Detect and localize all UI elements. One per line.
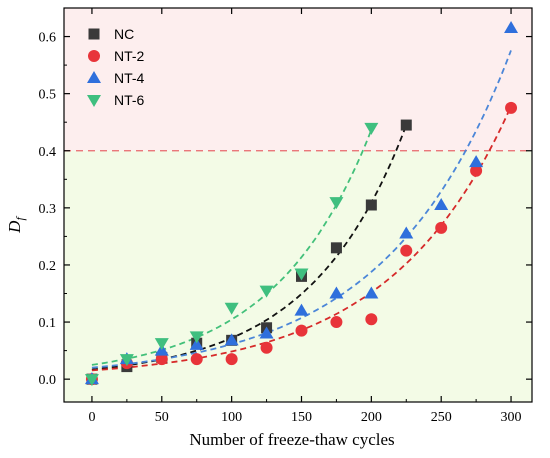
data-point-nt-2 xyxy=(400,244,413,257)
data-point-nt-2 xyxy=(330,316,343,329)
data-point-nt-2 xyxy=(435,221,448,234)
x-tick-label: 0 xyxy=(88,410,95,425)
data-point-nt-2 xyxy=(295,324,308,337)
data-point-nt-2 xyxy=(260,341,273,354)
y-tick-label: 0.0 xyxy=(39,373,57,388)
data-point-nt-4 xyxy=(364,286,379,299)
y-tick-label: 0.2 xyxy=(39,259,57,274)
y-axis-label-main: D xyxy=(5,220,24,234)
x-tick-label: 150 xyxy=(291,410,312,425)
x-tick-label: 50 xyxy=(155,410,169,425)
data-point-nt-6 xyxy=(84,374,99,387)
y-tick-label: 0.1 xyxy=(39,316,57,331)
data-point-nt-2 xyxy=(470,164,483,177)
legend-label-nt-6: NT-6 xyxy=(114,92,145,108)
data-point-nt-6 xyxy=(224,302,239,315)
data-point-nt-6 xyxy=(329,197,344,210)
data-point-nt-4 xyxy=(294,303,309,316)
plot-frame xyxy=(63,7,533,403)
data-point-nt-4 xyxy=(224,333,239,346)
data-point-nt-2 xyxy=(225,353,238,366)
background-region-above-threshold xyxy=(64,8,532,151)
data-point-nt-6 xyxy=(364,122,379,135)
data-point-nt-4 xyxy=(399,226,414,239)
legend-label-nt-2: NT-2 xyxy=(114,48,145,64)
data-point-nt-4 xyxy=(469,155,484,168)
y-axis-label: Df xyxy=(5,216,27,234)
x-tick-label: 300 xyxy=(501,410,522,425)
fit-curve-nt-6 xyxy=(91,129,373,366)
y-tick-label: 0.4 xyxy=(39,145,57,160)
data-point-nt-4 xyxy=(259,326,274,339)
x-tick-label: 100 xyxy=(221,410,242,425)
data-point-nc xyxy=(330,242,342,254)
y-tick-label: 0.5 xyxy=(39,88,57,103)
data-point-nc xyxy=(365,199,377,211)
data-point-nc xyxy=(400,119,412,131)
data-points xyxy=(84,20,519,387)
legend-marker-nc xyxy=(88,28,100,40)
x-tick-label: 200 xyxy=(361,410,382,425)
legend-marker-nt-4 xyxy=(87,71,101,83)
data-point-nt-4 xyxy=(329,286,344,299)
legend-marker-nt-2 xyxy=(88,50,100,62)
data-point-nt-2 xyxy=(155,353,168,366)
data-point-nt-6 xyxy=(119,354,134,367)
background-regions xyxy=(64,8,532,402)
data-point-nt-2 xyxy=(190,353,203,366)
y-tick-label: 0.6 xyxy=(39,31,57,46)
data-point-nt-2 xyxy=(505,101,518,114)
axes: 0 50 100 150 200 250 300 0.0 0.1 0.2 0.3 0.4 0.5 0.6 xyxy=(39,7,533,425)
x-tick-label: 250 xyxy=(431,410,452,425)
data-point-nt-6 xyxy=(294,268,309,281)
data-point-nt-6 xyxy=(154,338,169,351)
legend-label-nt-4: NT-4 xyxy=(114,70,145,86)
legend-marker-nt-6 xyxy=(87,95,101,107)
y-tick-label: 0.3 xyxy=(39,202,57,217)
legend-label-nc: NC xyxy=(114,26,134,42)
data-point-nt-2 xyxy=(365,313,378,326)
data-point-nt-4 xyxy=(434,198,449,210)
x-axis-label: Number of freeze-thaw cycles xyxy=(189,430,394,449)
data-point-nt-6 xyxy=(189,331,204,344)
data-point-nt-4 xyxy=(189,337,204,350)
data-point-nt-6 xyxy=(259,285,274,298)
data-point-nt-4 xyxy=(504,20,519,33)
legend: NC NT-2 NT-4 NT-6 xyxy=(87,26,145,108)
y-axis-label-subscript: f xyxy=(13,216,27,221)
